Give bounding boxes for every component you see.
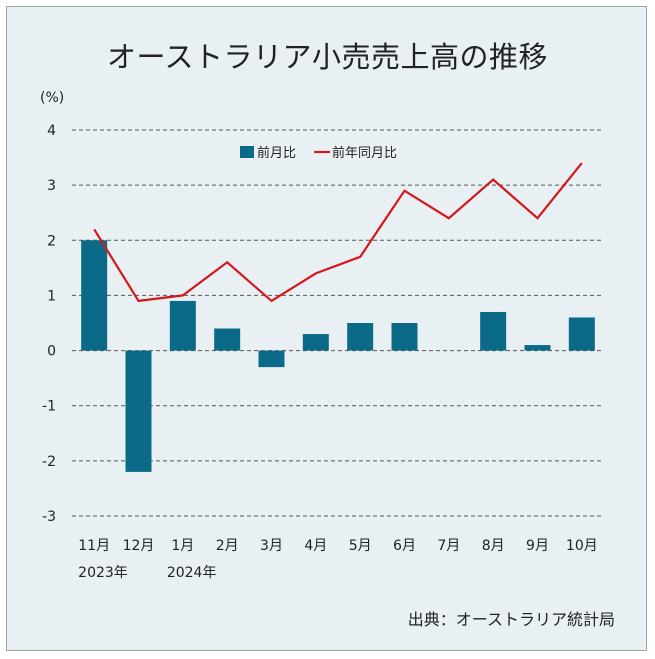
bar-mom xyxy=(480,311,507,351)
bar-mom xyxy=(524,345,551,351)
x-tick-label: 6月 xyxy=(393,538,416,554)
x-tick-label: 2月 xyxy=(216,538,239,554)
x-tick-label: 8月 xyxy=(482,538,505,554)
y-axis-unit-label: (%) xyxy=(40,90,64,106)
bar-mom xyxy=(568,317,595,351)
bar-mom xyxy=(347,323,374,351)
x-year-label: 2024年 xyxy=(167,565,217,581)
bar-mom xyxy=(258,350,285,368)
y-tick-label: -1 xyxy=(42,399,56,415)
bar-mom xyxy=(169,300,196,351)
x-tick-label: 7月 xyxy=(437,538,460,554)
bar-mom xyxy=(81,240,108,351)
chart-title: オーストラリア小売売上高の推移 xyxy=(106,40,549,74)
bar-mom xyxy=(302,334,329,351)
legend-swatch-bar xyxy=(240,146,254,158)
x-year-label: 2023年 xyxy=(78,565,128,581)
legend-label-line: 前年同月比 xyxy=(332,145,397,161)
chart-frame xyxy=(6,6,647,651)
y-tick-label: 0 xyxy=(47,344,56,360)
bar-mom xyxy=(125,350,152,472)
y-tick-label: 2 xyxy=(47,233,56,249)
legend-label-bar: 前月比 xyxy=(257,145,296,161)
y-tick-label: -3 xyxy=(42,509,56,525)
y-tick-label: 1 xyxy=(47,288,56,304)
line-yoy xyxy=(93,162,583,303)
source-note: 出典：オーストラリア統計局 xyxy=(407,610,615,629)
y-tick-label: 4 xyxy=(47,123,56,139)
x-tick-label: 9月 xyxy=(526,538,549,554)
x-tick-label: 1月 xyxy=(171,538,194,554)
bar-mom xyxy=(214,328,241,351)
x-tick-label: 12月 xyxy=(123,538,155,554)
y-tick-label: 3 xyxy=(47,178,56,194)
x-tick-label: 3月 xyxy=(260,538,283,554)
y-tick-label: -2 xyxy=(42,454,56,470)
x-tick-label: 5月 xyxy=(349,538,372,554)
x-tick-label: 11月 xyxy=(78,538,110,554)
bar-mom xyxy=(391,323,418,351)
x-tick-label: 4月 xyxy=(304,538,327,554)
x-tick-label: 10月 xyxy=(566,538,598,554)
